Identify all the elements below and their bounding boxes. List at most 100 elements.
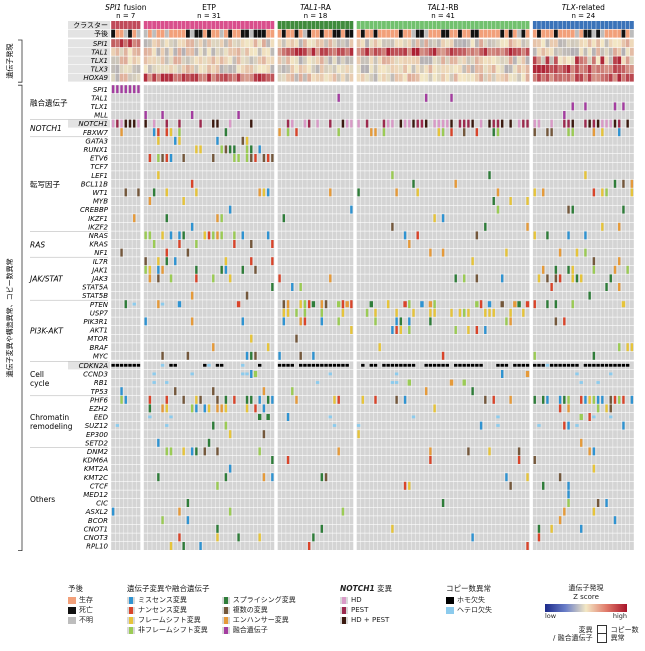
gene-cell-MYB — [315, 197, 320, 205]
gene-cell-JAK1 — [458, 265, 462, 274]
gene-cell-KRAS — [591, 240, 596, 248]
gene-cell-STAT5B — [152, 291, 157, 300]
expr-cell-TLX1 — [500, 56, 505, 65]
gene-cell-SPI1 — [190, 85, 195, 94]
gene-cell-TLX1 — [445, 102, 450, 111]
gene-cell-MYB — [537, 197, 541, 205]
gene-cell-AKT1 — [115, 326, 120, 334]
cluster-cell — [290, 21, 295, 29]
mut-mark-IL7R — [165, 257, 168, 266]
gene-cell-ETV6 — [173, 154, 178, 162]
cluster-cell — [132, 21, 137, 29]
expr-cell-TAL1 — [382, 47, 386, 56]
gene-cell-ETV6 — [453, 154, 458, 162]
gene-cell-MYB — [532, 197, 537, 205]
gene-cell-STAT5B — [496, 291, 500, 300]
expr-cell-TAL1 — [537, 47, 541, 56]
gene-cell-CREBBP — [394, 205, 399, 214]
expr-cell-TAL1 — [377, 47, 382, 56]
expr-cell-TLX1 — [591, 56, 596, 65]
gene-cell-LEF1 — [332, 171, 337, 180]
gene-cell-TLX1 — [277, 102, 282, 111]
expr-cell-TLX3 — [177, 65, 182, 73]
expr-cell-HOXA9 — [232, 73, 237, 82]
mut-mark-NRAS — [233, 231, 236, 240]
expr-cell-TLX1 — [474, 56, 479, 65]
gene-cell-CREBBP — [508, 205, 513, 214]
gene-cell-BCL11B — [336, 179, 341, 188]
gene-cell-AKT1 — [545, 326, 550, 334]
expr-cell-SPI1 — [428, 39, 433, 48]
gene-cell-PIK3R1 — [491, 317, 496, 326]
gene-cell-IKZF2 — [115, 222, 120, 231]
gene-cell-BRAF — [382, 343, 386, 352]
gene-cell-CREBBP — [128, 205, 132, 214]
gene-cell-CREBBP — [608, 205, 613, 214]
mut-mark-JAK1 — [567, 265, 570, 274]
gene-cell-NF1 — [415, 248, 420, 257]
gene-cell-SPI1 — [341, 85, 345, 94]
gene-cell-IL7R — [449, 257, 454, 266]
gene-cell-TCF7 — [365, 162, 369, 171]
gene-cell-MYB — [132, 197, 137, 205]
expr-cell-TLX1 — [232, 56, 237, 65]
gene-cell-FBXW7 — [262, 128, 266, 137]
gene-cell-IKZF2 — [253, 222, 258, 231]
gene-cell-TCF7 — [315, 162, 320, 171]
gene-cell-TLX1 — [286, 102, 290, 111]
expr-cell-TAL1 — [332, 47, 337, 56]
gene-cell-SPI1 — [215, 85, 220, 94]
gene-cell-IKZF2 — [307, 222, 312, 231]
gene-cell-USP7 — [190, 308, 195, 317]
gene-cell-TLX1 — [428, 102, 433, 111]
gene-cell-JAK1 — [257, 265, 262, 274]
gene-cell-TCF7 — [500, 162, 505, 171]
gene-cell-MTOR — [621, 334, 626, 343]
prognosis-cell — [445, 29, 450, 38]
expr-cell-TAL1 — [625, 47, 630, 56]
gene-cell-RUNX1 — [253, 145, 258, 154]
gene-cell-AKT1 — [562, 326, 567, 334]
expr-cell-TAL1 — [185, 47, 190, 56]
gene-cell-NRAS — [369, 231, 374, 240]
gene-cell-NOTCH1 — [474, 119, 479, 128]
gene-cell-GATA3 — [303, 136, 307, 145]
expr-cell-TLX1 — [115, 56, 120, 65]
gene-cell-WT1 — [445, 188, 450, 197]
gene-cell-MYB — [553, 197, 558, 205]
gene-cell-TCF7 — [123, 162, 128, 171]
gene-cell-NF1 — [377, 248, 382, 257]
gene-cell-FBXW7 — [332, 128, 337, 137]
gene-cell-RUNX1 — [319, 145, 324, 154]
gene-cell-TLX1 — [349, 102, 354, 111]
expr-cell-TLX3 — [257, 65, 262, 73]
gene-cell-PIK3R1 — [403, 317, 407, 326]
gene-cell-MLL — [428, 111, 433, 119]
mut-mark-JAK3 — [228, 274, 232, 283]
cluster-cell — [398, 21, 403, 29]
gene-cell-JAK1 — [245, 265, 249, 274]
gene-cell-IL7R — [496, 257, 500, 266]
gene-cell-CREBBP — [198, 205, 203, 214]
gene-cell-TLX1 — [558, 102, 563, 111]
gene-cell-BCL11B — [466, 179, 471, 188]
gene-cell-JAK1 — [508, 265, 513, 274]
gene-cell-TLX1 — [377, 102, 382, 111]
gene-cell-MTOR — [428, 334, 433, 343]
gene-cell-LEF1 — [228, 171, 233, 180]
gene-cell-STAT5A — [224, 283, 228, 291]
gene-cell-LEF1 — [424, 171, 429, 180]
gene-cell-JAK3 — [207, 274, 211, 283]
gene-cell-JAK1 — [232, 265, 237, 274]
gene-cell-WT1 — [147, 188, 152, 197]
gene-cell-FBXW7 — [324, 128, 328, 137]
gene-cell-MLL — [604, 111, 609, 119]
gene-cell-STAT5B — [583, 291, 588, 300]
gene-cell-BCL11B — [504, 179, 509, 188]
mut-mark-GATA3 — [174, 136, 177, 145]
prognosis-cell — [207, 29, 211, 38]
cluster-cell — [266, 21, 271, 29]
gene-cell-AKT1 — [164, 326, 169, 334]
gene-cell-FBXW7 — [587, 128, 592, 137]
cluster-cell — [386, 21, 391, 29]
